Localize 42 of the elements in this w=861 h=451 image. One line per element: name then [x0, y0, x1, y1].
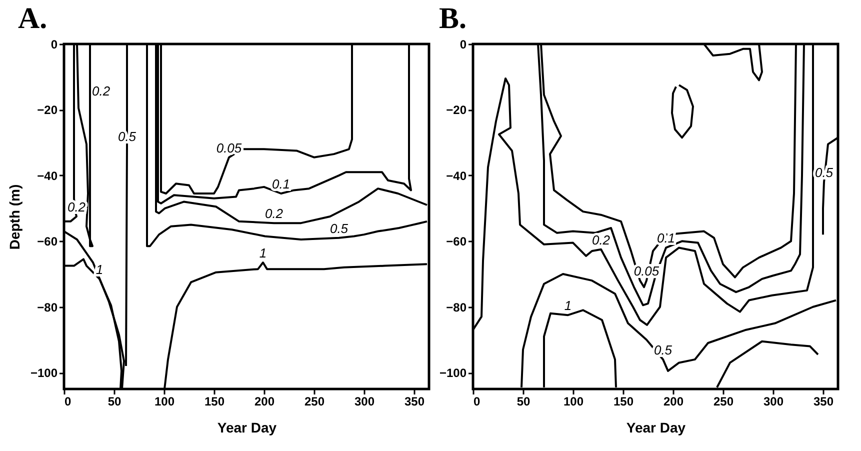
y-tick-label: −20: [446, 103, 467, 118]
y-tick-label: −80: [446, 300, 467, 314]
y-tick-label: −40: [446, 168, 467, 183]
x-tick-label: 50: [108, 394, 122, 408]
series-label: 1: [564, 298, 572, 314]
x-tick-label: 100: [154, 394, 175, 408]
series-label: 0.5: [654, 342, 673, 358]
y-tick-label: −20: [37, 103, 58, 118]
x-tick-label: 200: [254, 394, 275, 408]
x-tick-label: 350: [404, 394, 425, 408]
x-tick-label: 0: [64, 394, 72, 408]
x-tick-label: 100: [563, 394, 584, 408]
x-tick-label: 250: [713, 394, 734, 408]
series-label: 0.5: [330, 220, 349, 236]
x-tick-label: 350: [813, 394, 834, 408]
chart-title: B.: [438, 2, 466, 35]
annotation: 0.2: [92, 84, 111, 99]
x-tick-label: 250: [304, 394, 325, 408]
y-tick-label: −100: [439, 366, 467, 380]
series-label: 1: [259, 246, 267, 260]
y-tick-label: 0: [460, 38, 467, 52]
y-axis-title: Depth (m): [6, 184, 22, 250]
y-tick-label: 0: [50, 38, 58, 52]
series-label: 0.1: [272, 176, 290, 192]
x-tick-label: 200: [663, 394, 684, 408]
x-axis-title: Year Day: [217, 420, 277, 436]
y-tick-label: −60: [37, 234, 58, 249]
y-tick-label: −80: [37, 300, 58, 314]
y-tick-label: −100: [30, 366, 58, 380]
x-tick-label: 300: [354, 394, 375, 408]
series-label: 0.2: [592, 232, 611, 248]
y-tick-label: −60: [446, 234, 467, 249]
series-label: 0.05: [216, 140, 242, 156]
x-tick-label: 300: [763, 394, 784, 408]
x-axis-title: Year Day: [626, 420, 686, 436]
chart-title: A.: [18, 2, 48, 35]
y-tick-label: −40: [37, 168, 58, 183]
x-tick-label: 150: [613, 394, 634, 408]
x-tick-label: 0: [474, 394, 480, 408]
x-tick-label: 50: [516, 394, 530, 408]
x-tick-label: 150: [204, 394, 225, 408]
series-label: 0.2: [264, 206, 284, 222]
